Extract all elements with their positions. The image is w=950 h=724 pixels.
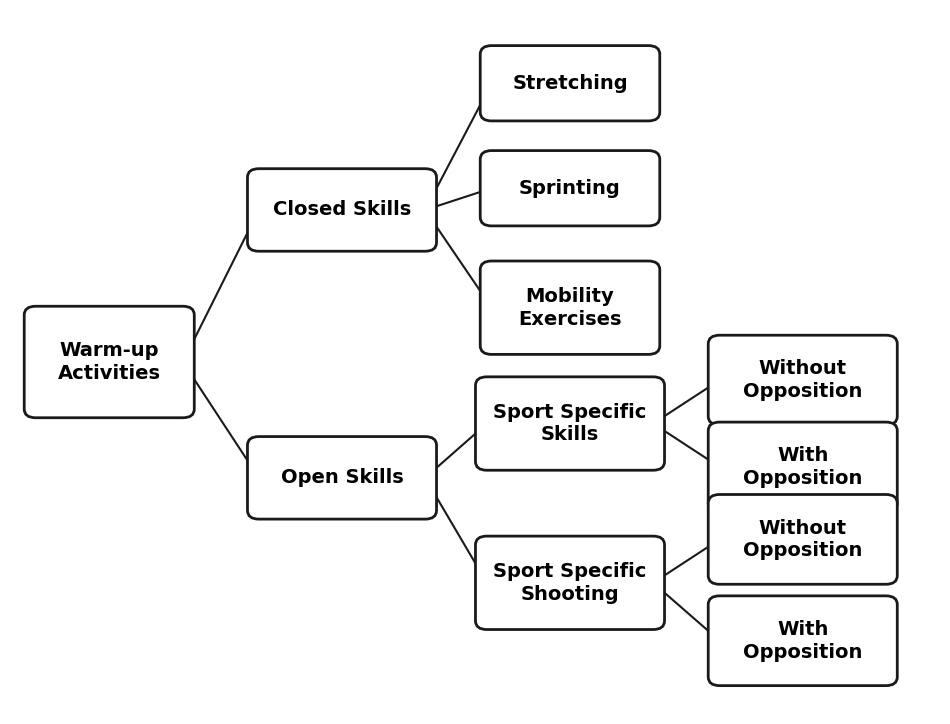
Text: Open Skills: Open Skills <box>280 468 404 487</box>
FancyBboxPatch shape <box>708 596 897 686</box>
FancyBboxPatch shape <box>475 536 664 629</box>
FancyBboxPatch shape <box>247 437 436 519</box>
Text: With
Opposition: With Opposition <box>743 446 863 488</box>
FancyBboxPatch shape <box>475 377 664 471</box>
Text: Sprinting: Sprinting <box>519 179 621 198</box>
Text: Stretching: Stretching <box>512 74 628 93</box>
Text: Closed Skills: Closed Skills <box>273 201 411 219</box>
FancyBboxPatch shape <box>480 151 659 226</box>
Text: Without
Opposition: Without Opposition <box>743 359 863 401</box>
Text: Sport Specific
Skills: Sport Specific Skills <box>493 403 647 445</box>
FancyBboxPatch shape <box>708 422 897 512</box>
Text: Without
Opposition: Without Opposition <box>743 518 863 560</box>
Text: Mobility
Exercises: Mobility Exercises <box>519 287 621 329</box>
FancyBboxPatch shape <box>708 494 897 584</box>
FancyBboxPatch shape <box>25 306 194 418</box>
FancyBboxPatch shape <box>480 261 659 355</box>
FancyBboxPatch shape <box>247 169 436 251</box>
Text: Warm-up
Activities: Warm-up Activities <box>58 341 161 383</box>
FancyBboxPatch shape <box>480 46 659 121</box>
FancyBboxPatch shape <box>708 335 897 425</box>
Text: Sport Specific
Shooting: Sport Specific Shooting <box>493 562 647 604</box>
Text: With
Opposition: With Opposition <box>743 620 863 662</box>
